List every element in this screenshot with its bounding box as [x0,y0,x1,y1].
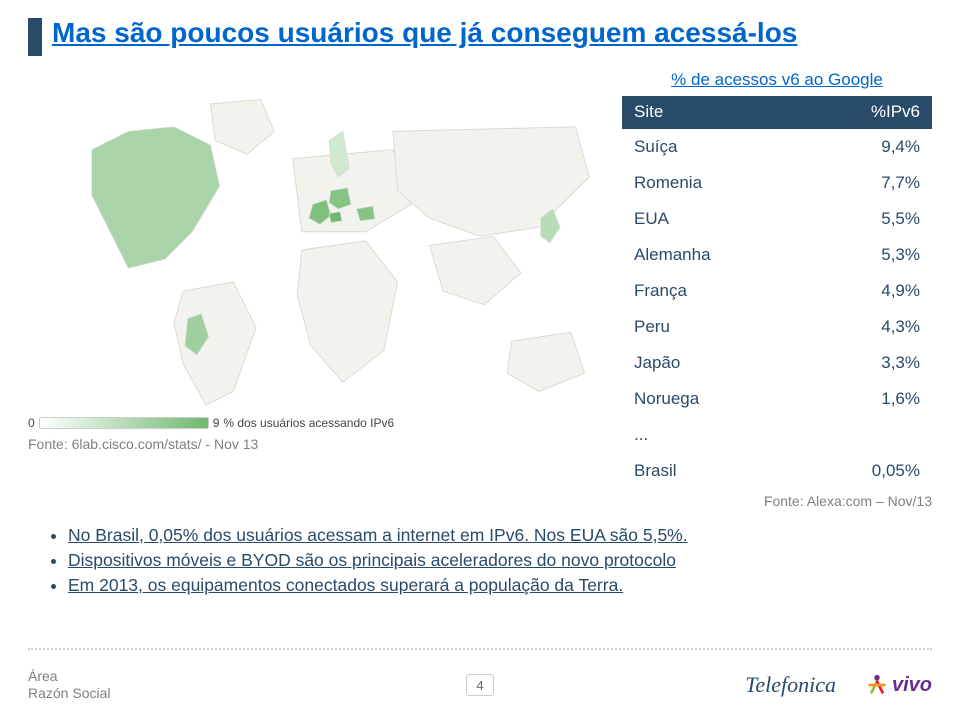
map-svg [28,70,612,430]
vivo-logo: vivo [866,674,932,697]
footer-razon: Razón Social [28,685,111,702]
cell-pct: 5,5% [801,201,932,237]
slide: Mas são poucos usuários que já conseguem… [0,0,960,714]
map-region-india-sea [430,236,521,304]
world-map: 0 9 % dos usuários acessando IPv6 [28,70,612,430]
cell-pct: 1,6% [801,381,932,417]
cell-pct: 9,4% [801,129,932,165]
legend-end: 9 [213,416,220,430]
map-region-greenland [211,99,275,154]
cell-site: ... [622,417,801,453]
cell-pct: 4,3% [801,309,932,345]
footer-left: Área Razón Social [28,668,111,702]
cell-pct: 5,3% [801,237,932,273]
table-row: EUA5,5% [622,201,932,237]
table-header-row: Site %IPv6 [622,96,932,129]
vivo-figure-icon [866,674,888,696]
table-row: ... [622,417,932,453]
col-pct: %IPv6 [801,96,932,129]
map-highlight-switzerland [329,212,342,223]
page-number: 4 [466,674,494,696]
source-right: Fonte: Alexa:com – Nov/13 [622,493,932,509]
cell-site: França [622,273,801,309]
cell-pct: 7,7% [801,165,932,201]
map-legend: 0 9 % dos usuários acessando IPv6 [28,416,394,430]
legend-label: % dos usuários acessando IPv6 [223,416,394,430]
table-row: Noruega1,6% [622,381,932,417]
cell-site: Alemanha [622,237,801,273]
footer: Área Razón Social 4 Telefonica vivo [28,668,932,702]
slide-title: Mas são poucos usuários que já conseguem… [52,18,932,49]
legend-gradient [39,417,209,429]
cell-site: Japão [622,345,801,381]
table-row: Peru4,3% [622,309,932,345]
ipv6-table: Site %IPv6 Suíça9,4%Romenia7,7%EUA5,5%Al… [622,96,932,489]
table-row: Brasil0,05% [622,453,932,489]
map-region-europe-rest [293,150,412,232]
map-region-russia-asia [393,127,589,237]
table-caption: % de acessos v6 ao Google [622,70,932,90]
content-row: 0 9 % dos usuários acessando IPv6 Fonte:… [28,70,932,509]
table-column: % de acessos v6 ao Google Site %IPv6 Suí… [622,70,932,509]
cell-site: Romenia [622,165,801,201]
cell-site: EUA [622,201,801,237]
col-site: Site [622,96,801,129]
map-highlight-romania [357,206,375,221]
map-column: 0 9 % dos usuários acessando IPv6 Fonte:… [28,70,612,509]
table-row: Romenia7,7% [622,165,932,201]
footer-area: Área [28,668,111,685]
cell-pct: 3,3% [801,345,932,381]
title-accent-bar [28,18,42,56]
cell-site: Suíça [622,129,801,165]
legend-start: 0 [28,416,35,430]
cell-site: Peru [622,309,801,345]
vivo-text: vivo [892,674,932,697]
table-row: Japão3,3% [622,345,932,381]
telefonica-logo: Telefonica [745,672,836,698]
map-region-australia [507,332,585,391]
footer-right: Telefonica vivo [745,672,932,698]
table-row: Alemanha5,3% [622,237,932,273]
title-row: Mas são poucos usuários que já conseguem… [28,18,932,56]
source-left: Fonte: 6lab.cisco.com/stats/ - Nov 13 [28,436,612,452]
table-row: Suíça9,4% [622,129,932,165]
bullet-item: Em 2013, os equipamentos conectados supe… [68,573,932,598]
bullet-item: Dispositivos móveis e BYOD são os princi… [68,548,932,573]
footer-separator [28,648,932,650]
cell-pct: 0,05% [801,453,932,489]
map-region-africa [297,241,397,382]
bullet-item: No Brasil, 0,05% dos usuários acessam a … [68,523,932,548]
cell-site: Brasil [622,453,801,489]
bullet-list: No Brasil, 0,05% dos usuários acessam a … [28,523,932,599]
cell-pct [801,417,932,453]
cell-site: Noruega [622,381,801,417]
table-row: França4,9% [622,273,932,309]
map-highlight-north-america [92,127,220,268]
cell-pct: 4,9% [801,273,932,309]
